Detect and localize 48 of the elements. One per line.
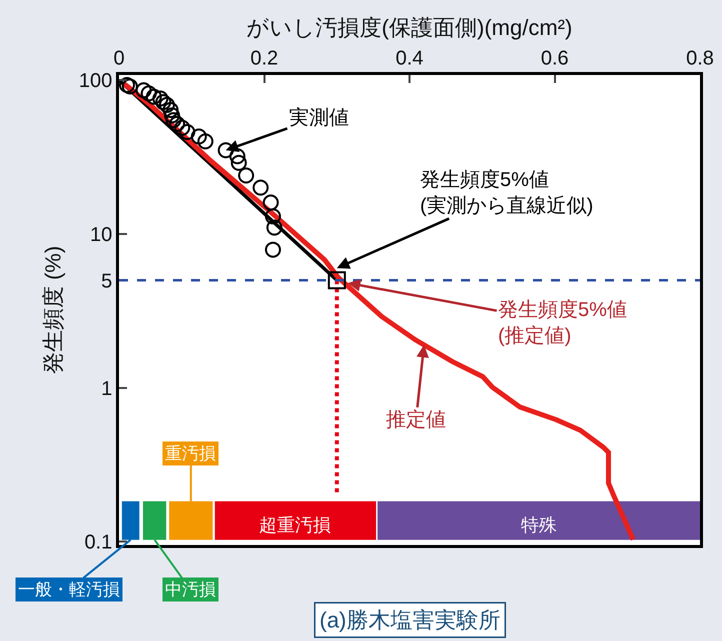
x-tick-label: 0: [113, 47, 125, 70]
point: [169, 116, 186, 132]
y-tick-label: 100: [78, 70, 112, 92]
point: [229, 148, 246, 164]
y-tick-label: 1: [101, 378, 112, 400]
x-tick-label: 0.6: [540, 47, 569, 70]
x-tick-label: 0.2: [250, 47, 278, 70]
point: [158, 96, 175, 113]
annotation: 推定値: [386, 409, 446, 431]
point: [140, 85, 157, 102]
annotation: 発生頻度5%値 (実測から直線近似): [420, 169, 594, 217]
y-tick-label: 0.1: [84, 532, 112, 554]
point: [152, 90, 168, 106]
point: [238, 167, 254, 184]
point: [264, 208, 281, 224]
point: [122, 78, 138, 94]
point: [155, 94, 172, 110]
text: (a)勝木塩害実験所: [320, 608, 500, 632]
point: [165, 112, 182, 128]
point: [136, 82, 152, 98]
point: [266, 220, 282, 236]
x-tick-label: 0.4: [396, 47, 424, 70]
point: [218, 142, 234, 158]
point: [197, 133, 214, 150]
point: [146, 88, 162, 105]
x-tick-label: 0.8: [686, 47, 714, 70]
y-tick-label: 5: [101, 270, 112, 292]
annotation: 実測値: [289, 106, 349, 129]
point: [230, 154, 247, 171]
point: [164, 107, 180, 124]
point: [179, 124, 196, 140]
point: [174, 120, 190, 136]
band-label: 超重汚損: [259, 515, 331, 535]
annotation: 発生頻度5%値 (推定値): [498, 299, 627, 347]
point: [118, 76, 135, 93]
point: [162, 102, 179, 118]
band-label: 重汚損: [165, 444, 216, 463]
band-label: 特殊: [521, 515, 557, 535]
point: [190, 128, 207, 145]
y-axis-title: 発生頻度 (%): [40, 246, 66, 374]
point: [252, 180, 269, 196]
point: [264, 242, 281, 258]
x-axis-title: がいし汚損度(保護面側)(mg/cm²): [246, 15, 572, 40]
legend-label: 一般・軽汚損: [18, 580, 120, 599]
point: [328, 271, 346, 290]
point: [262, 194, 279, 211]
legend-label: 中汚損: [165, 580, 216, 599]
y-tick-label: 10: [90, 224, 112, 246]
